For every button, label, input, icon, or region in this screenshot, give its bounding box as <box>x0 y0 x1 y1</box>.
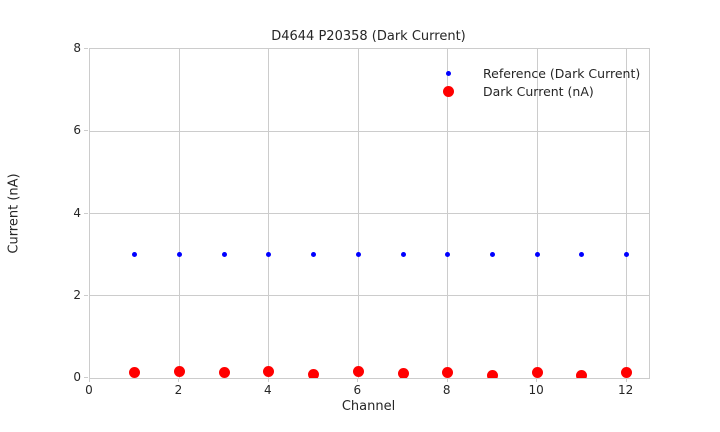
scatter-point-dark-current <box>486 370 498 378</box>
x-tick-mark <box>357 378 359 382</box>
scatter-point-reference <box>445 252 451 258</box>
scatter-point-dark-current <box>129 367 141 378</box>
dark-current-marker-icon <box>442 85 454 97</box>
x-tick-mark <box>267 378 269 382</box>
x-tick-mark <box>178 378 180 382</box>
x-axis-label: Channel <box>341 399 396 414</box>
x-tick-label: 6 <box>353 383 362 397</box>
x-tick-mark <box>625 378 627 382</box>
legend-marker-box <box>440 70 456 76</box>
x-tick-label: 10 <box>528 383 544 397</box>
x-tick-label: 2 <box>174 383 183 397</box>
y-axis-label: Current (nA) <box>6 173 22 254</box>
legend: Reference (Dark Current) Dark Current (n… <box>440 64 640 100</box>
scatter-point-reference <box>132 252 138 258</box>
y-tick-label: 6 <box>73 123 81 138</box>
scatter-point-reference <box>489 252 495 258</box>
y-tick-mark <box>84 294 88 296</box>
y-tick-label: 0 <box>73 370 81 384</box>
legend-item-dark-current: Dark Current (nA) <box>440 82 640 100</box>
y-tick-label: 4 <box>73 205 81 220</box>
scatter-point-dark-current <box>442 366 454 378</box>
scatter-point-dark-current <box>621 367 633 378</box>
scatter-point-reference <box>311 252 317 258</box>
scatter-point-reference <box>355 252 361 258</box>
gridline-horizontal <box>90 295 649 297</box>
x-tick-mark <box>446 378 448 382</box>
scatter-point-dark-current <box>352 365 364 377</box>
x-tick-label: 4 <box>264 383 272 397</box>
x-tick-label: 8 <box>442 383 451 397</box>
y-tick-mark <box>84 48 88 49</box>
scatter-point-reference <box>624 252 630 258</box>
gridline-horizontal <box>90 130 649 132</box>
scatter-point-dark-current <box>531 367 543 378</box>
scatter-point-dark-current <box>308 368 320 378</box>
y-tick-mark <box>84 377 88 378</box>
scatter-point-reference <box>579 252 585 258</box>
scatter-point-dark-current <box>263 365 275 377</box>
gridline-horizontal <box>90 213 649 214</box>
legend-marker-box <box>440 85 456 97</box>
scatter-point-reference <box>400 252 406 258</box>
y-tick-label: 2 <box>73 287 81 302</box>
scatter-point-dark-current <box>173 365 185 377</box>
legend-label-dark-current: Dark Current (nA) <box>483 83 594 99</box>
chart-title: D4644 P20358 (Dark Current) <box>271 29 466 44</box>
scatter-point-reference <box>266 252 272 258</box>
scatter-point-dark-current <box>218 367 230 378</box>
y-tick-mark <box>84 130 88 132</box>
plot-area <box>89 48 650 379</box>
scatter-point-reference <box>221 252 227 258</box>
y-tick-mark <box>84 212 88 214</box>
legend-label-reference: Reference (Dark Current) <box>483 65 641 81</box>
x-tick-mark <box>89 378 90 382</box>
scatter-point-reference <box>534 252 540 258</box>
scatter-point-reference <box>176 252 182 258</box>
scatter-point-dark-current <box>576 369 588 378</box>
reference-marker-icon <box>445 70 451 76</box>
scatter-point-dark-current <box>397 368 409 378</box>
legend-item-reference: Reference (Dark Current) <box>440 64 640 82</box>
y-tick-label: 8 <box>73 41 81 55</box>
x-tick-label: 0 <box>85 383 93 397</box>
x-tick-mark <box>536 378 538 382</box>
x-tick-label: 12 <box>617 383 634 397</box>
